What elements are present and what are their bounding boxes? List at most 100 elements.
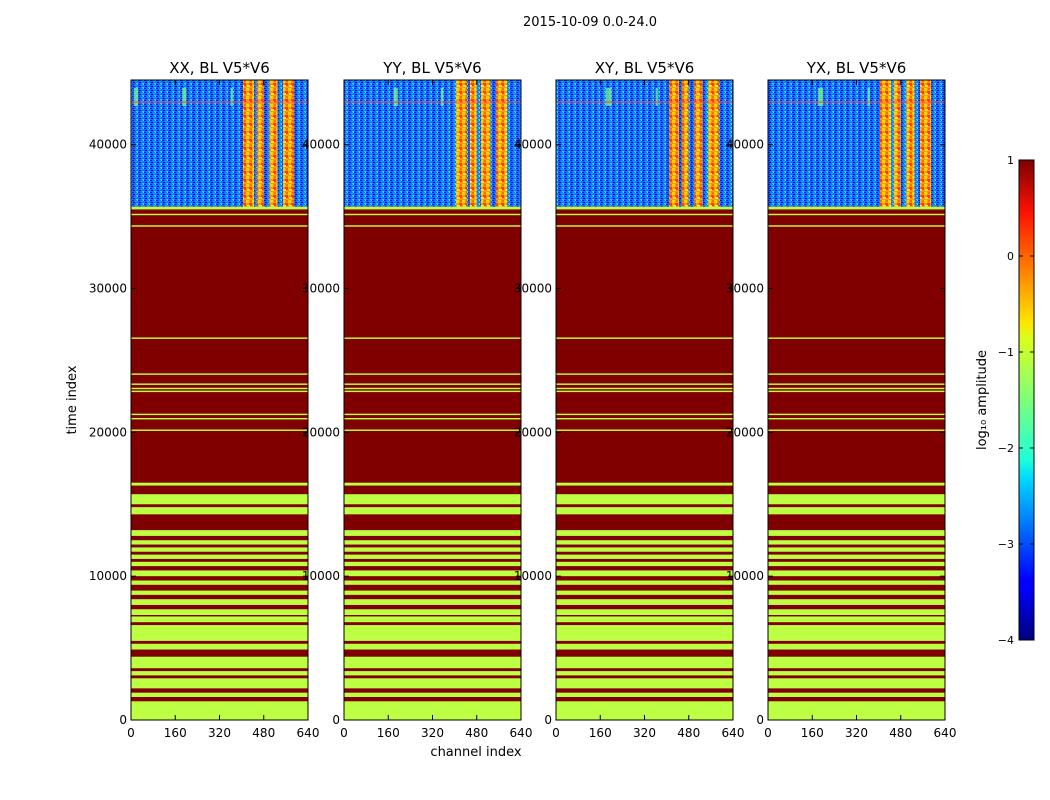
flag-row <box>556 206 733 210</box>
y-tick-label: 40000 <box>726 138 764 152</box>
flag-row <box>556 570 733 577</box>
flag-row <box>768 625 945 641</box>
flag-row <box>131 482 308 486</box>
rfi-band <box>906 80 915 207</box>
flag-row <box>556 656 733 669</box>
rfi-line <box>344 101 521 103</box>
x-tick-label: 160 <box>164 726 187 740</box>
y-tick-label: 20000 <box>514 425 552 439</box>
colorbar-tick-label: −2 <box>998 442 1014 455</box>
flag-row <box>556 616 733 623</box>
flag-row <box>768 206 945 210</box>
y-tick-label: 40000 <box>89 138 127 152</box>
flag-row <box>768 413 945 416</box>
rfi-line <box>131 101 308 103</box>
colorbar-gradient <box>1018 159 1035 641</box>
flag-row <box>556 387 733 390</box>
flag-row <box>556 482 733 486</box>
panel-xx: XX, BL V5*V6 0 160 320 480 640 0 10000 20000 3000… <box>89 59 320 740</box>
flag-row <box>131 373 308 375</box>
upper-region <box>768 80 945 207</box>
x-tick-label: 480 <box>252 726 275 740</box>
flag-row <box>556 507 733 515</box>
rfi-band <box>681 80 689 207</box>
panel-title: XX, BL V5*V6 <box>169 59 270 77</box>
flag-row <box>556 213 733 216</box>
panel-title: XY, BL V5*V6 <box>595 59 695 77</box>
rfi-band <box>920 80 932 207</box>
rfi-streak <box>867 88 870 106</box>
flag-row <box>131 417 308 420</box>
flag-row <box>131 570 308 577</box>
x-tick-label: 0 <box>340 726 348 740</box>
flag-row <box>131 580 308 585</box>
x-tick-label: 0 <box>764 726 772 740</box>
rfi-band <box>269 80 278 207</box>
rfi-streak <box>440 88 444 106</box>
flag-row <box>768 213 945 216</box>
y-tick-label: 20000 <box>302 425 340 439</box>
rfi-line <box>768 101 945 103</box>
flag-row <box>768 570 945 577</box>
flag-row <box>556 225 733 227</box>
flag-row <box>344 580 521 585</box>
flag-row <box>344 609 521 616</box>
rfi-streak <box>817 88 824 106</box>
flag-row <box>344 213 521 216</box>
lower-region-fill <box>556 206 733 721</box>
flag-row <box>768 387 945 390</box>
flag-row <box>768 678 945 689</box>
flag-row <box>344 616 521 623</box>
flag-row <box>556 625 733 641</box>
flag-row <box>131 383 308 385</box>
rfi-streak <box>182 88 187 106</box>
x-tick-label: 480 <box>465 726 488 740</box>
flag-row <box>768 530 945 536</box>
flag-row <box>131 530 308 536</box>
rfi-band <box>708 80 720 207</box>
rfi-streak <box>655 88 658 106</box>
flag-row <box>131 561 308 567</box>
flag-row <box>344 599 521 605</box>
flag-row <box>768 373 945 375</box>
rfi-band <box>256 80 264 207</box>
flag-row <box>344 625 521 641</box>
rfi-band <box>456 80 468 207</box>
x-tick-label: 0 <box>552 726 560 740</box>
lower-region-fill <box>131 206 308 721</box>
flag-row <box>131 206 308 210</box>
y-tick-label: 20000 <box>726 425 764 439</box>
flag-row <box>556 530 733 536</box>
flag-row <box>768 599 945 605</box>
colorbar-tick-label: −3 <box>998 538 1014 551</box>
flag-row <box>131 599 308 605</box>
panel-yx: YX, BL V5*V6 0 160 320 480 640 0 10000 20000 3000… <box>726 59 957 740</box>
flag-row <box>556 429 733 431</box>
x-tick-label: 480 <box>889 726 912 740</box>
flag-row <box>556 692 733 697</box>
flag-row <box>344 656 521 669</box>
flag-row <box>768 554 945 559</box>
x-tick-label: 160 <box>801 726 824 740</box>
flag-row <box>131 387 308 390</box>
colorbar-tick-label: −1 <box>998 346 1014 359</box>
flag-row <box>556 671 733 676</box>
rfi-band <box>480 80 491 207</box>
y-tick-label: 10000 <box>514 569 552 583</box>
colorbar-tick-label: 1 <box>1007 154 1014 167</box>
x-axis-label: channel index <box>430 745 521 760</box>
x-tick-label: 0 <box>127 726 135 740</box>
flag-row <box>344 373 521 375</box>
flag-row <box>768 429 945 431</box>
rfi-streak <box>605 88 612 106</box>
colorbar-tick-label: −4 <box>998 634 1014 647</box>
flag-row <box>344 547 521 552</box>
flag-row <box>556 678 733 689</box>
flag-row <box>131 213 308 216</box>
flag-row <box>131 494 308 505</box>
flag-row <box>556 554 733 559</box>
x-tick-label: 160 <box>377 726 400 740</box>
flag-row <box>344 337 521 339</box>
rfi-streak <box>393 88 398 106</box>
flag-row <box>768 547 945 552</box>
